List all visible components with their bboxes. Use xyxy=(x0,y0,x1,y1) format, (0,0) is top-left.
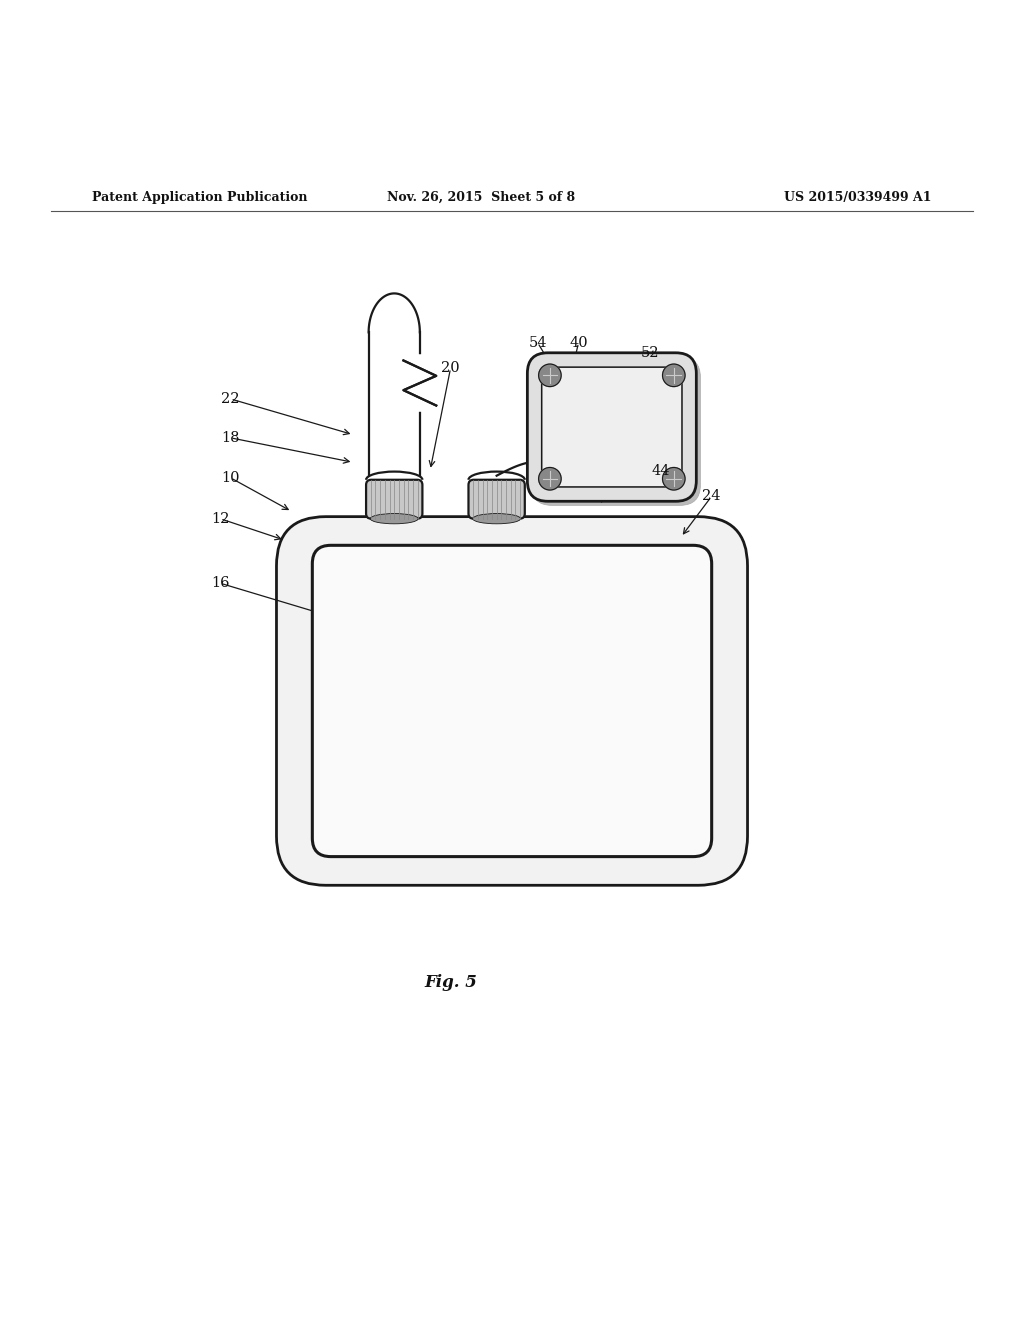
Text: Fig. 5: Fig. 5 xyxy=(424,974,477,991)
FancyBboxPatch shape xyxy=(527,352,696,502)
Text: 16: 16 xyxy=(211,577,229,590)
FancyBboxPatch shape xyxy=(468,479,524,519)
FancyBboxPatch shape xyxy=(367,479,422,519)
Text: 44: 44 xyxy=(651,463,670,478)
Text: 22: 22 xyxy=(221,392,240,405)
Text: 52: 52 xyxy=(641,346,659,360)
Circle shape xyxy=(663,364,685,387)
FancyBboxPatch shape xyxy=(312,545,712,857)
Text: 40: 40 xyxy=(569,335,588,350)
Text: US 2015/0339499 A1: US 2015/0339499 A1 xyxy=(784,190,932,203)
Circle shape xyxy=(539,467,561,490)
FancyBboxPatch shape xyxy=(542,367,682,487)
FancyBboxPatch shape xyxy=(531,356,700,506)
Text: 18: 18 xyxy=(221,430,240,445)
Text: Nov. 26, 2015  Sheet 5 of 8: Nov. 26, 2015 Sheet 5 of 8 xyxy=(387,190,575,203)
Text: 24: 24 xyxy=(702,490,721,503)
Ellipse shape xyxy=(371,513,418,524)
Text: 20: 20 xyxy=(441,362,460,375)
Text: 12: 12 xyxy=(211,512,229,525)
Circle shape xyxy=(539,364,561,387)
Text: Patent Application Publication: Patent Application Publication xyxy=(92,190,307,203)
FancyBboxPatch shape xyxy=(276,516,748,886)
Circle shape xyxy=(663,467,685,490)
Text: 54: 54 xyxy=(528,335,547,350)
Ellipse shape xyxy=(473,513,520,524)
Text: 10: 10 xyxy=(221,471,240,484)
